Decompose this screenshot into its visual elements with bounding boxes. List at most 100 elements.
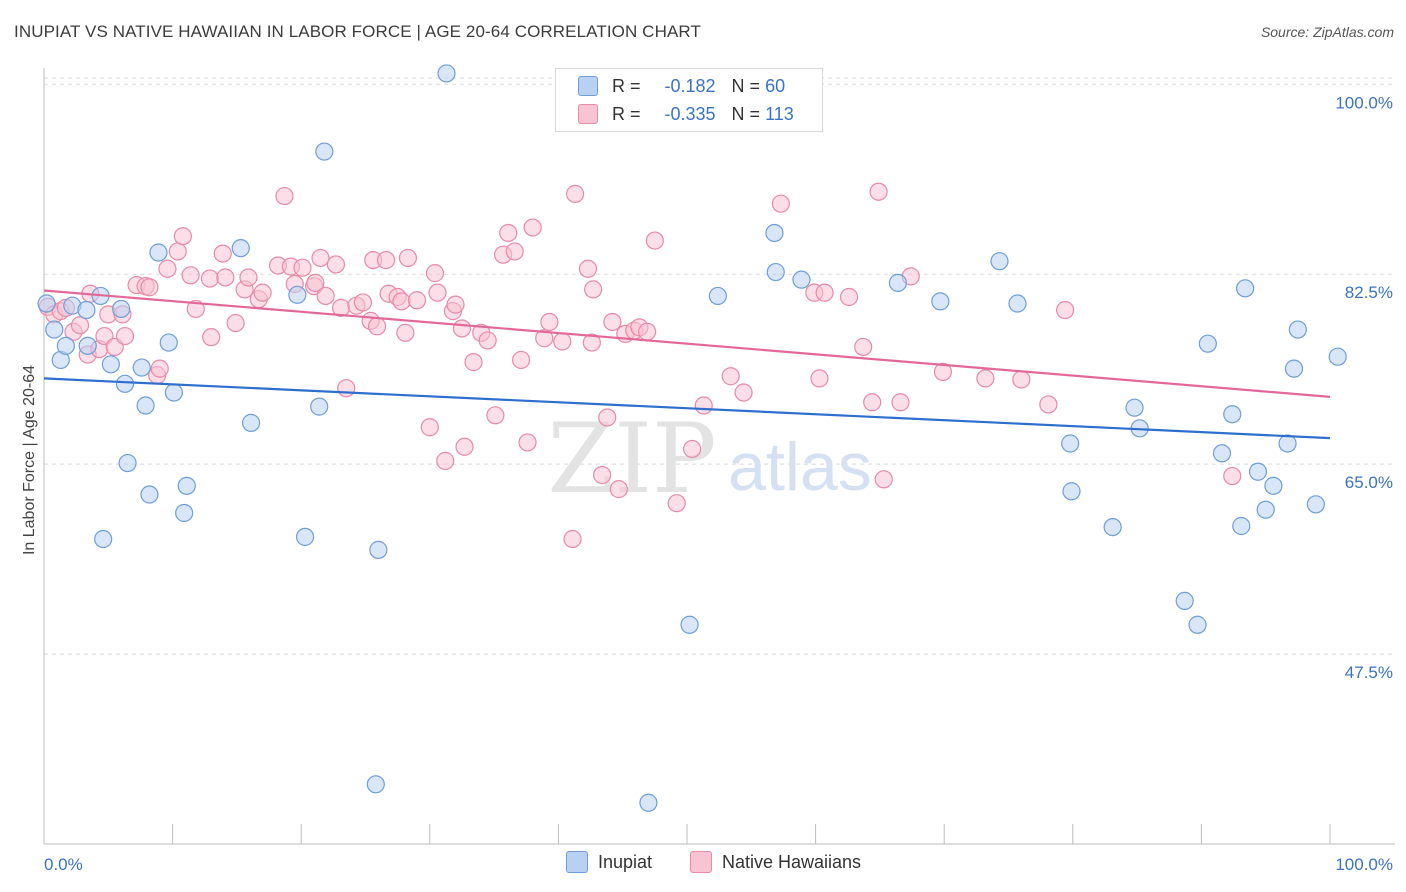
point-inupiat — [1284, 359, 1304, 378]
point-hawaiian — [478, 331, 497, 350]
point-hawaiian — [609, 480, 628, 499]
legend-swatch-inupiat — [578, 76, 598, 96]
point-hawaiian — [638, 322, 657, 341]
point-hawaiian — [239, 268, 258, 287]
point-hawaiian — [216, 268, 235, 287]
point-inupiat — [765, 223, 784, 243]
point-inupiat — [990, 252, 1009, 271]
point-inupiat — [177, 476, 196, 495]
point-inupiat — [1062, 482, 1081, 501]
point-inupiat — [1008, 294, 1027, 313]
point-inupiat — [437, 64, 456, 83]
point-inupiat — [1188, 615, 1207, 634]
legend-row-inupiat: R = -0.182 N = 60 — [578, 73, 785, 99]
point-hawaiian — [505, 242, 524, 261]
point-inupiat — [132, 358, 151, 377]
point-hawaiian — [523, 218, 542, 237]
point-hawaiian — [425, 264, 445, 283]
point-inupiat — [931, 292, 950, 311]
point-hawaiian — [645, 231, 664, 250]
point-hawaiian — [446, 295, 465, 314]
bottom-swatch-inupiat — [566, 851, 588, 873]
point-hawaiian — [115, 326, 135, 346]
legend-row-hawaiian: R = -0.335 N = 113 — [578, 101, 794, 127]
point-inupiat — [295, 527, 315, 546]
point-inupiat — [56, 336, 75, 355]
points — [37, 64, 1347, 812]
point-hawaiian — [1223, 466, 1242, 486]
point-hawaiian — [535, 329, 554, 348]
source-label: Source: ZipAtlas.com — [1260, 24, 1394, 40]
point-hawaiian — [353, 293, 373, 312]
chart-title: INUPIAT VS NATIVE HAWAIIAN IN LABOR FORC… — [14, 22, 701, 41]
trend-line-inupiat — [43, 377, 1331, 440]
point-hawaiian — [694, 396, 713, 415]
bottom-legend-hawaiian: Native Hawaiians — [690, 851, 861, 873]
point-hawaiian — [578, 259, 598, 278]
point-inupiat — [1278, 434, 1297, 453]
point-hawaiian — [486, 406, 505, 425]
y-axis-label: In Labor Force | Age 20-64 — [21, 364, 38, 556]
point-hawaiian — [512, 350, 531, 370]
legend-r-value: -0.182 — [664, 75, 716, 96]
point-hawaiian — [455, 437, 474, 456]
point-hawaiian — [181, 266, 200, 285]
y-tick-label: 82.5% — [1345, 283, 1393, 302]
tick-labels: 100.0% 82.5% 65.0% 47.5% 0.0% 100.0% — [44, 93, 1393, 874]
point-inupiat — [288, 285, 307, 304]
point-inupiat — [45, 320, 64, 339]
watermark-atlas: atlas — [728, 429, 872, 505]
point-hawaiian — [734, 383, 753, 402]
point-hawaiian — [337, 379, 356, 398]
legend-n-label: N = — [731, 103, 761, 124]
point-inupiat — [241, 413, 261, 432]
point-hawaiian — [367, 317, 387, 336]
point-hawaiian — [396, 323, 415, 342]
stats-legend: R = -0.182 N = 60 R = -0.335 N = 113 — [555, 68, 823, 132]
point-hawaiian — [499, 223, 518, 243]
point-hawaiian — [854, 337, 873, 357]
point-hawaiian — [226, 313, 245, 333]
point-inupiat — [112, 299, 131, 319]
point-hawaiian — [869, 182, 888, 201]
point-hawaiian — [311, 248, 330, 268]
point-hawaiian — [186, 299, 205, 319]
point-inupiat — [1198, 334, 1217, 353]
bottom-legend-inupiat: Inupiat — [566, 851, 652, 873]
point-hawaiian — [721, 367, 740, 386]
point-hawaiian — [874, 470, 893, 489]
point-inupiat — [1103, 517, 1122, 537]
point-inupiat — [639, 793, 658, 812]
point-hawaiian — [593, 465, 612, 485]
y-tick-label: 65.0% — [1345, 473, 1393, 492]
point-hawaiian — [213, 244, 232, 263]
point-hawaiian — [200, 269, 219, 288]
point-inupiat — [1328, 347, 1347, 366]
point-hawaiian — [1012, 370, 1031, 389]
point-inupiat — [77, 300, 96, 320]
legend-r-label: R = — [612, 103, 641, 124]
point-hawaiian — [376, 251, 396, 270]
x-tick-label: 100.0% — [1335, 855, 1393, 874]
bottom-swatch-hawaiian — [690, 851, 712, 873]
point-hawaiian — [683, 439, 702, 459]
point-hawaiian — [933, 362, 953, 381]
point-inupiat — [888, 273, 908, 292]
point-inupiat — [1306, 495, 1325, 514]
point-inupiat — [766, 262, 785, 282]
point-hawaiian — [771, 194, 790, 213]
point-inupiat — [37, 294, 56, 313]
point-hawaiian — [70, 316, 90, 335]
y-tick-label: 47.5% — [1345, 663, 1393, 682]
point-inupiat — [1264, 476, 1283, 495]
point-inupiat — [315, 142, 334, 161]
point-inupiat — [708, 286, 727, 306]
legend-n-value: 60 — [765, 75, 786, 96]
point-hawaiian — [598, 408, 617, 427]
point-hawaiian — [436, 451, 455, 470]
grid-lines — [44, 77, 1395, 655]
point-hawaiian — [316, 286, 335, 306]
point-inupiat — [115, 374, 135, 393]
point-inupiat — [310, 397, 329, 416]
